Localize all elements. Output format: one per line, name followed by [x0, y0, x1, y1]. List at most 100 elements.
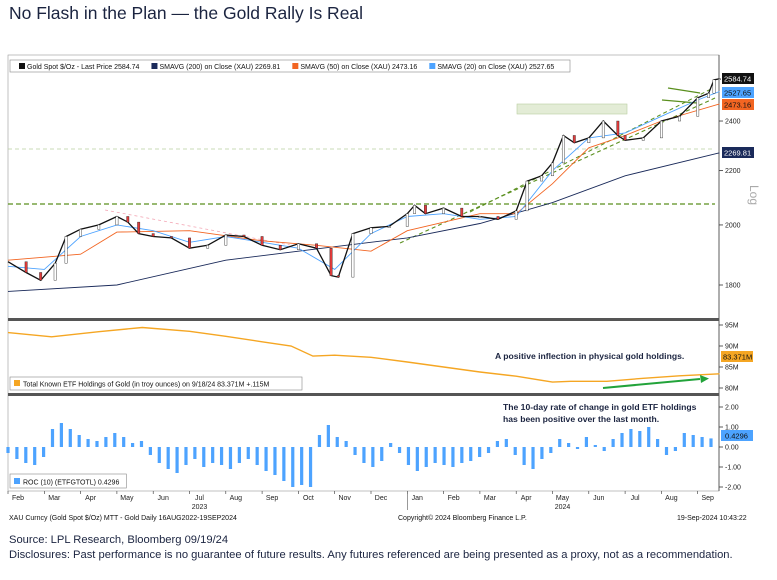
price-candle — [315, 243, 318, 249]
price-candle — [278, 245, 282, 250]
x-year-label: 2023 — [192, 504, 208, 511]
price-candle — [329, 248, 333, 276]
roc-bar — [193, 447, 197, 459]
legend-sma20: SMAVG (20) on Close (XAU) 2527.65 — [437, 64, 554, 71]
roc-bar — [691, 435, 695, 447]
roc-bar — [264, 447, 268, 471]
sma20-last-label: 2527.65 — [724, 89, 751, 98]
etf-last-label: 83.371M — [723, 353, 752, 362]
y-tick-label: 2400 — [725, 119, 741, 126]
y-tick-label: 2000 — [725, 222, 741, 229]
y-tick-label: 2.00 — [725, 405, 739, 412]
price-candle — [24, 261, 28, 273]
x-tick-label: Feb — [448, 495, 460, 502]
price-candle — [712, 79, 716, 94]
x-tick-label: Jul — [195, 495, 204, 502]
price-candle — [115, 216, 119, 226]
roc-last-label: 0.4296 — [725, 432, 748, 441]
etf-legend-label: Total Known ETF Holdings of Gold (in tro… — [23, 382, 270, 389]
roc-bar — [362, 447, 366, 463]
price-candle — [224, 234, 228, 246]
roc-bar — [549, 447, 553, 453]
sma20-last-label-bg — [722, 87, 754, 98]
sma200-last-label-bg — [722, 147, 754, 158]
roc-bar — [682, 433, 686, 447]
roc-bar — [291, 447, 295, 487]
roc-bar — [122, 437, 126, 447]
price-candle — [540, 175, 544, 182]
consolidation-box — [516, 103, 628, 115]
x-tick-label: Dec — [375, 495, 388, 502]
roc-bar — [406, 447, 411, 465]
roc-bar — [24, 447, 28, 463]
y-tick-label: -1.00 — [725, 465, 741, 472]
roc-bar — [282, 447, 286, 481]
roc-bar — [433, 447, 437, 463]
roc-bar — [478, 447, 482, 457]
price-candle — [39, 272, 43, 281]
roc-bar — [611, 439, 615, 447]
roc-bar — [33, 447, 37, 465]
roc-bar — [593, 445, 597, 447]
legend-swatch-sma20 — [429, 63, 436, 69]
panel-divider[interactable] — [8, 393, 719, 396]
legend-price: Gold Spot $/Oz - Last Price 2584.74 — [27, 64, 140, 71]
roc-bar — [139, 441, 144, 447]
roc-bar — [59, 423, 63, 447]
price-candle — [616, 120, 620, 136]
price-candle — [53, 263, 57, 281]
disclosure-note: Disclosures: Past performance is no guar… — [9, 549, 733, 561]
roc-bar — [184, 447, 188, 465]
roc-bar — [380, 447, 384, 461]
price-candle — [297, 243, 300, 250]
roc-bar — [584, 437, 589, 447]
footer-copyright: Copyright© 2024 Bloomberg Finance L.P. — [398, 514, 527, 522]
price-last-labels: 2584.74 2527.65 2473.16 2269.81 Log — [722, 73, 761, 205]
roc-bar — [344, 441, 348, 447]
y-tick-label: 90M — [725, 344, 739, 351]
roc-annotation-line2: has been positive over the last month. — [503, 414, 659, 424]
roc-bar — [389, 443, 393, 447]
roc-bar — [522, 447, 526, 465]
y-tick-label: -2.00 — [725, 485, 741, 492]
etf-y-ticks: 80M 85M 90M 95M — [719, 323, 739, 393]
roc-bar — [531, 447, 535, 469]
price-candle — [137, 221, 141, 234]
sma50-line — [7, 103, 720, 261]
y-tick-label: 80M — [725, 386, 739, 393]
roc-bar — [41, 447, 46, 457]
price-y-ticks: 1800 2000 2200 2400 — [719, 119, 741, 290]
roc-bar — [442, 447, 446, 465]
x-tick-label: Apr — [521, 495, 533, 502]
x-tick-label: Oct — [303, 495, 314, 502]
x-tick-label: Nov — [338, 495, 351, 502]
roc-bar — [602, 447, 606, 451]
legend-swatch-etf — [14, 380, 20, 386]
roc-y-ticks: -2.00 -1.00 0.00 1.00 2.00 — [719, 405, 741, 492]
price-candle — [387, 226, 391, 229]
roc-bar — [558, 439, 562, 447]
roc-bar — [6, 447, 10, 453]
x-axis: Feb Mar Apr May Jun Jul Aug Sep Oct Nov Dec Jan Feb M… — [7, 491, 714, 511]
roc-bar — [353, 447, 357, 455]
roc-bar — [86, 439, 90, 447]
legend-sma50: SMAVG (50) on Close (XAU) 2473.16 — [300, 64, 417, 71]
price-candle — [551, 162, 554, 177]
price-candle — [169, 236, 173, 239]
price-candle — [336, 275, 340, 278]
roc-bar — [629, 429, 633, 447]
downtrend-line — [104, 209, 291, 246]
legend-swatch-price — [19, 63, 25, 69]
roc-bar — [104, 437, 108, 447]
page-title: No Flash in the Plan — the Gold Rally Is… — [9, 3, 364, 23]
panel-divider[interactable] — [8, 318, 719, 321]
legend-sma200: SMAVG (200) on Close (XAU) 2269.81 — [159, 64, 280, 71]
roc-bar — [540, 447, 544, 459]
roc-bar — [504, 439, 508, 447]
price-candle — [623, 135, 627, 141]
etf-legend — [9, 376, 303, 391]
roc-bar — [15, 447, 19, 459]
roc-bar — [415, 447, 419, 471]
price-candle — [151, 233, 155, 237]
